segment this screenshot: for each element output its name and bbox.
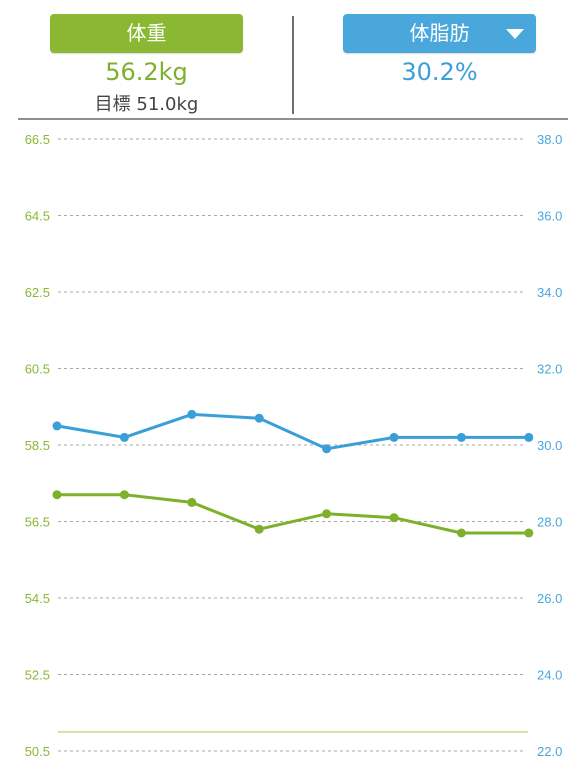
weight-data-point: [254, 524, 264, 534]
weight-panel: 体重 56.2kg 目標 51.0kg: [0, 0, 293, 118]
body-fat-data-point: [322, 444, 332, 454]
weight-data-point: [119, 490, 129, 500]
body-fat-panel: 体脂肪 30.2%: [293, 0, 586, 118]
weight-data-point: [456, 528, 466, 538]
right-tick-label: 34.0: [537, 285, 562, 300]
weight-value: 56.2kg: [105, 58, 188, 86]
left-tick-label: 56.5: [25, 515, 50, 530]
body-fat-series-line: [56, 412, 529, 451]
right-tick-label: 32.0: [537, 362, 562, 377]
weight-data-point: [187, 497, 197, 507]
body-fat-data-point: [119, 432, 129, 442]
right-tick-label: 24.0: [537, 668, 562, 683]
weight-button[interactable]: 体重: [50, 14, 243, 53]
body-fat-data-point: [52, 421, 62, 431]
weight-data-point: [52, 490, 62, 500]
weight-data-point: [524, 528, 534, 538]
left-tick-label: 50.5: [25, 744, 50, 759]
weight-data-point: [389, 513, 399, 523]
left-tick-label: 58.5: [25, 438, 50, 453]
body-fat-data-point: [254, 413, 264, 423]
right-tick-label: 36.0: [537, 209, 562, 224]
weight-series-line: [57, 493, 529, 535]
right-tick-label: 22.0: [537, 744, 562, 759]
body-fat-data-point: [187, 409, 197, 419]
left-tick-label: 62.5: [25, 285, 50, 300]
body-fat-data-point: [389, 432, 399, 442]
weight-data-point: [322, 509, 332, 519]
body-fat-label: 体脂肪: [409, 21, 470, 45]
body-fat-dropdown[interactable]: 体脂肪: [343, 14, 536, 53]
left-tick-label: 66.5: [25, 132, 50, 147]
body-fat-data-point: [524, 432, 534, 442]
left-tick-label: 52.5: [25, 668, 50, 683]
header-divider: [292, 16, 294, 114]
left-tick-label: 54.5: [25, 591, 50, 606]
left-tick-label: 64.5: [25, 209, 50, 224]
body-fat-data-point: [456, 432, 466, 442]
right-tick-label: 28.0: [537, 515, 562, 530]
summary-header: 体重 56.2kg 目標 51.0kg 体脂肪 30.2%: [0, 0, 586, 120]
chevron-down-icon: [506, 29, 524, 39]
goal-weight: 目標 51.0kg: [94, 94, 199, 115]
right-tick-label: 38.0: [537, 132, 562, 147]
right-tick-label: 26.0: [537, 591, 562, 606]
header-bottom-divider: [18, 118, 568, 120]
right-tick-label: 30.0: [537, 438, 562, 453]
body-fat-value: 30.2%: [401, 58, 478, 86]
left-tick-label: 60.5: [25, 362, 50, 377]
